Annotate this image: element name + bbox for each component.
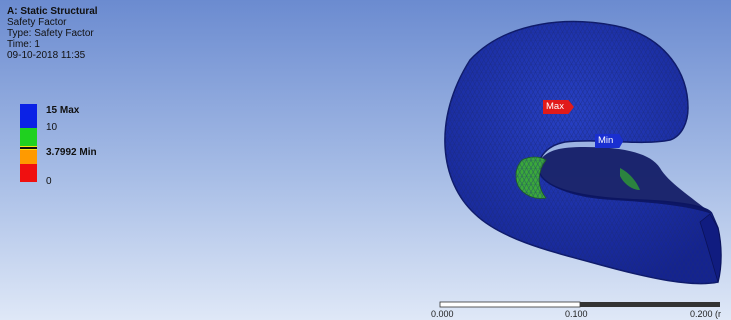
result-time: Time: 1 <box>7 39 40 50</box>
interior-padding-rear <box>620 168 640 190</box>
result-type: Type: Safety Factor <box>7 28 94 39</box>
legend-swatch-green <box>20 128 37 146</box>
legend-swatch-orange <box>20 150 37 164</box>
min-probe-label[interactable]: Min <box>595 134 624 148</box>
max-probe-label[interactable]: Max <box>543 100 574 114</box>
scale-tick-2: 0.200 (r <box>690 309 722 319</box>
legend-max-label: 15 Max <box>46 105 80 116</box>
analysis-title: A: Static Structural <box>7 6 98 17</box>
legend-min-label: 3.7992 Min <box>46 147 97 158</box>
legend-swatch-red <box>20 164 37 182</box>
helmet-edge <box>699 213 722 284</box>
result-info-panel: A: Static Structural Safety Factor Type:… <box>7 6 98 61</box>
result-date: 09-10-2018 11:35 <box>7 50 86 61</box>
scale-tick-0: 0.000 <box>431 309 454 319</box>
legend-min-marker <box>20 147 37 149</box>
legend-upper-label: 10 <box>46 122 58 133</box>
legend-swatch-blue <box>20 104 37 128</box>
result-name: Safety Factor <box>7 17 67 28</box>
legend-zero-label: 0 <box>46 176 52 187</box>
scale-tick-1: 0.100 <box>565 309 588 319</box>
